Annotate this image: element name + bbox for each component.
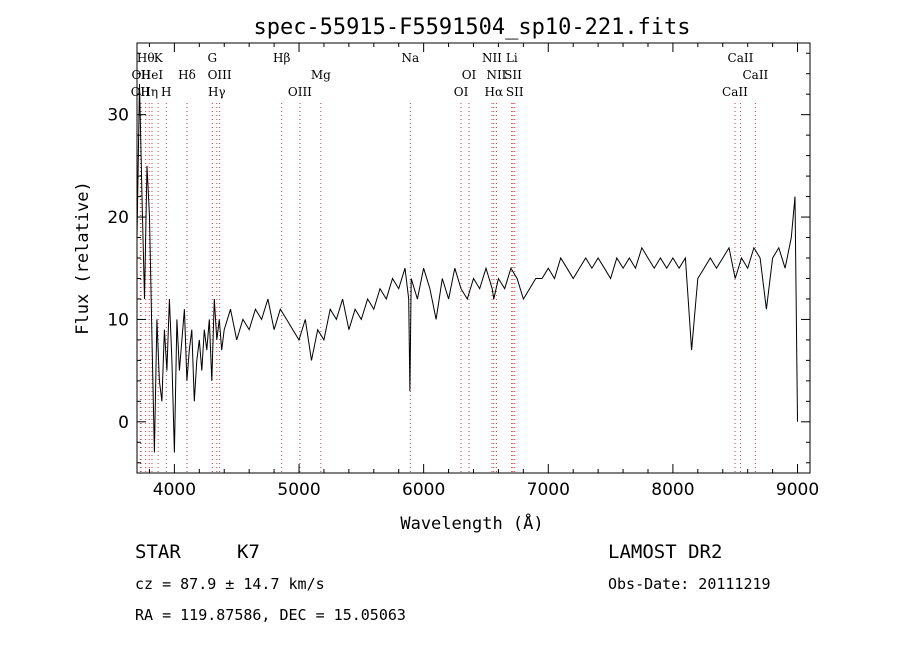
- y-axis-ticks: 0 10 20 30: [107, 52, 810, 464]
- object-subclass: K7: [237, 541, 260, 563]
- x-tick-label-4: 8000: [651, 480, 694, 500]
- x-tick-label-5: 9000: [776, 480, 819, 500]
- spectrum-line: [136, 83, 798, 453]
- y-tick-label-1: 10: [107, 310, 129, 330]
- survey-name: LAMOST DR2: [608, 541, 722, 563]
- line-marker-label-0: OII: [131, 85, 151, 99]
- line-marker-label-2: Hθ: [137, 51, 155, 65]
- line-marker-label-10: OIII: [208, 68, 232, 82]
- line-marker-label-22: SII: [506, 85, 524, 99]
- line-markers: [139, 103, 756, 473]
- line-marker-label-6: H: [161, 85, 171, 99]
- line-marker-label-24: CaII: [728, 51, 754, 65]
- y-tick-label-3: 30: [107, 106, 129, 126]
- line-marker-label-16: OI: [462, 68, 477, 82]
- x-axis-ticks: 4000 5000 6000 7000 8000 9000: [148, 43, 819, 500]
- object-class: STAR: [135, 541, 181, 563]
- coordinates: RA = 119.87586, DEC = 15.05063: [135, 606, 406, 624]
- observation-date: Obs-Date: 20111219: [608, 575, 771, 593]
- line-marker-label-12: OIII: [288, 85, 312, 99]
- line-marker-label-19: NII: [486, 68, 506, 82]
- line-marker-label-9: Hγ: [208, 85, 226, 99]
- line-marker-label-8: G: [207, 51, 217, 65]
- line-marker-label-7: Hδ: [178, 68, 196, 82]
- y-tick-label-0: 0: [118, 413, 129, 433]
- line-marker-label-14: Na: [401, 51, 419, 65]
- line-marker-label-18: Hα: [485, 85, 504, 99]
- line-marker-label-1: OII: [131, 68, 151, 82]
- redshift-velocity: cz = 87.9 ± 14.7 km/s: [135, 575, 325, 593]
- x-tick-label-2: 6000: [402, 480, 445, 500]
- plot-frame: [136, 42, 811, 474]
- line-marker-label-4: HeI: [141, 68, 164, 82]
- line-marker-label-3: Hη: [140, 85, 158, 99]
- line-marker-label-5: K: [154, 51, 164, 65]
- x-tick-label-1: 5000: [277, 480, 320, 500]
- line-marker-label-17: NII: [482, 51, 502, 65]
- x-tick-label-3: 7000: [527, 480, 570, 500]
- y-axis-label: Flux (relative): [73, 181, 93, 335]
- line-marker-label-25: CaII: [742, 68, 768, 82]
- line-marker-label-21: SII: [504, 68, 522, 82]
- x-axis-label: Wavelength (Å): [400, 512, 543, 534]
- line-marker-label-15: OI: [454, 85, 469, 99]
- x-tick-label-0: 4000: [153, 480, 196, 500]
- y-tick-label-2: 20: [107, 208, 129, 228]
- line-marker-label-11: Hβ: [273, 51, 290, 65]
- line-marker-labels: OII OII Hθ Hη HeI K H Hδ G Hγ OIII Hβ OIII Mg Na OI OI NI…: [131, 51, 769, 99]
- line-marker-label-13: Mg: [311, 68, 331, 82]
- line-marker-label-20: Li: [506, 51, 518, 65]
- chart-title: spec-55915-F5591504_sp10-221.fits: [253, 15, 690, 40]
- line-marker-label-23: CaII: [722, 85, 748, 99]
